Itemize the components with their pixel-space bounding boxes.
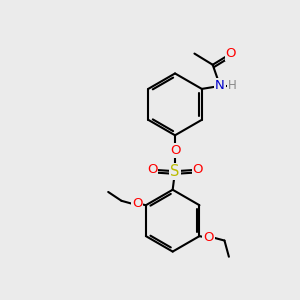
Text: O: O	[170, 144, 180, 157]
Text: O: O	[203, 231, 214, 244]
Text: O: O	[193, 163, 203, 176]
Text: N: N	[215, 80, 225, 92]
Text: O: O	[132, 197, 142, 210]
Text: H: H	[228, 80, 237, 92]
Text: O: O	[147, 163, 157, 176]
Text: O: O	[226, 47, 236, 60]
Text: S: S	[170, 164, 180, 179]
